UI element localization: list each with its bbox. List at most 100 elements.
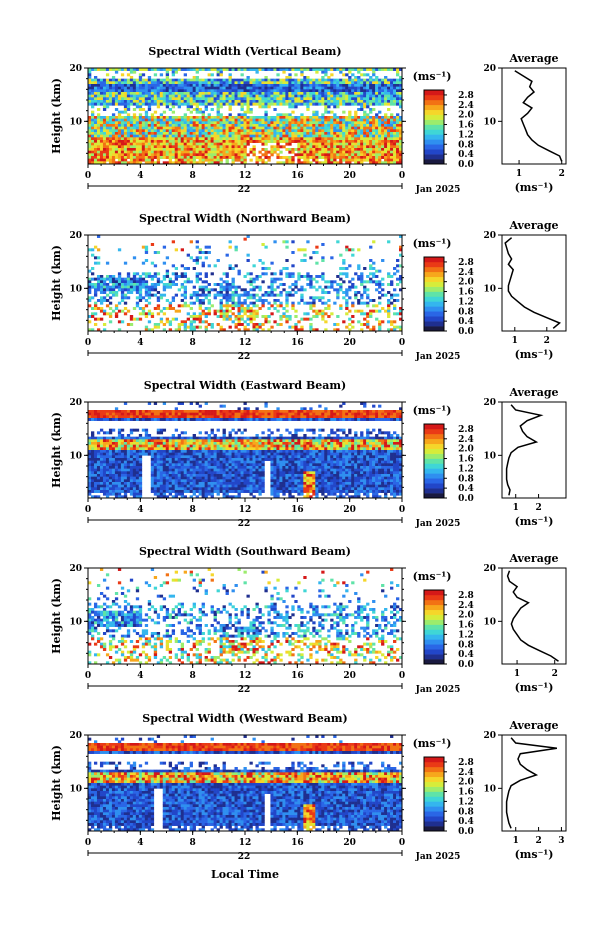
heatmap-cell [210,73,214,77]
heatmap-cell [174,134,179,138]
heatmap-cell [99,317,104,321]
heatmap-cell [360,309,364,313]
heatmap-cell [132,126,137,130]
heatmap-cell [390,275,394,278]
heatmap-cell [348,78,352,82]
heatmap-cell [243,299,247,302]
heatmap-cell [246,323,250,326]
heatmap-cell [366,86,370,90]
heatmap-cell [201,309,205,313]
heatmap-cell [201,418,205,421]
heatmap-cell [393,288,397,292]
heatmap-cell [219,124,223,127]
heatmap-cell [198,404,202,408]
heatmap-cell [312,137,316,141]
heatmap-cell [321,100,325,103]
heatmap-cell [321,301,325,305]
heatmap-cell [88,156,92,159]
heatmap-cell [375,76,379,79]
heatmap-cell [378,309,382,313]
heatmap-cell [375,410,379,413]
heatmap-cell [168,153,173,157]
heatmap-cell [324,320,328,324]
heatmap-cell [381,148,385,151]
heatmap-cell [372,70,376,74]
heatmap-cell [258,132,262,135]
heatmap-cell [318,118,322,122]
heatmap-cell [357,153,361,157]
heatmap-cell [147,148,152,151]
heatmap-cell [225,84,229,87]
heatmap-cell [102,148,107,151]
heatmap-cell [159,116,164,119]
x-tick-label: 16 [291,171,304,181]
heatmap-cell [315,89,319,93]
heatmap-cell [387,92,391,95]
heatmap-cell [330,161,334,165]
heatmap-cell [303,418,307,421]
heatmap-cell [93,134,98,138]
heatmap-cell [360,296,364,300]
heatmap-cell [141,261,146,265]
heatmap-cell [261,137,265,141]
heatmap-cell [93,261,98,265]
heatmap-cell [117,89,122,93]
heatmap-cell [246,76,250,79]
heatmap-cell [240,158,244,162]
heatmap-cell [225,89,229,93]
heatmap-cell [399,277,403,281]
heatmap-cell [366,280,370,284]
heatmap-cell [198,84,202,87]
heatmap-cell [147,102,152,106]
heatmap-cell [333,328,337,332]
heatmap-cell [381,86,385,90]
heatmap-cell [96,280,101,284]
heatmap-cell [270,304,274,308]
heatmap-cell [174,275,179,278]
heatmap-cell [282,267,286,270]
heatmap-cell [207,142,211,146]
heatmap-cell [88,73,92,77]
heatmap-cell [393,97,397,101]
heatmap-cell [120,102,125,106]
heatmap-cell [381,150,385,154]
heatmap-cell [339,267,343,270]
heatmap-cell [366,84,370,87]
heatmap-cell [258,68,262,71]
heatmap-cell [168,410,173,413]
heatmap-cell [252,89,256,93]
heatmap-cell [300,415,304,419]
heatmap-cell [105,137,110,141]
heatmap-cell [228,418,232,421]
heatmap-cell [294,309,298,313]
heatmap-cell [117,328,122,332]
heatmap-cell [303,102,307,106]
heatmap-cell [132,150,137,154]
heatmap-cell [147,291,152,294]
heatmap-cell [246,81,250,85]
heatmap-cell [333,129,337,133]
heatmap-cell [285,94,289,98]
heatmap-cell [168,86,173,90]
heatmap-cell [189,320,193,324]
heatmap-cell [168,92,173,95]
heatmap-cell [228,267,232,270]
heatmap-cell [225,285,229,289]
heatmap-cell [258,259,262,262]
heatmap-cell [147,116,152,119]
heatmap-cell [219,137,223,141]
heatmap-cell [180,320,184,324]
heatmap-cell [123,97,128,101]
heatmap-cell [123,283,128,286]
heatmap-cell [144,121,149,125]
heatmap-cell [207,293,211,297]
heatmap-cell [291,68,295,71]
heatmap-cell [384,94,388,98]
heatmap-cell [216,410,220,413]
heatmap-cell [321,153,325,157]
heatmap-cell [198,137,202,141]
heatmap-cell [255,116,259,119]
heatmap-cell [174,153,179,157]
heatmap-cell [384,148,388,151]
heatmap-cell [147,285,152,289]
